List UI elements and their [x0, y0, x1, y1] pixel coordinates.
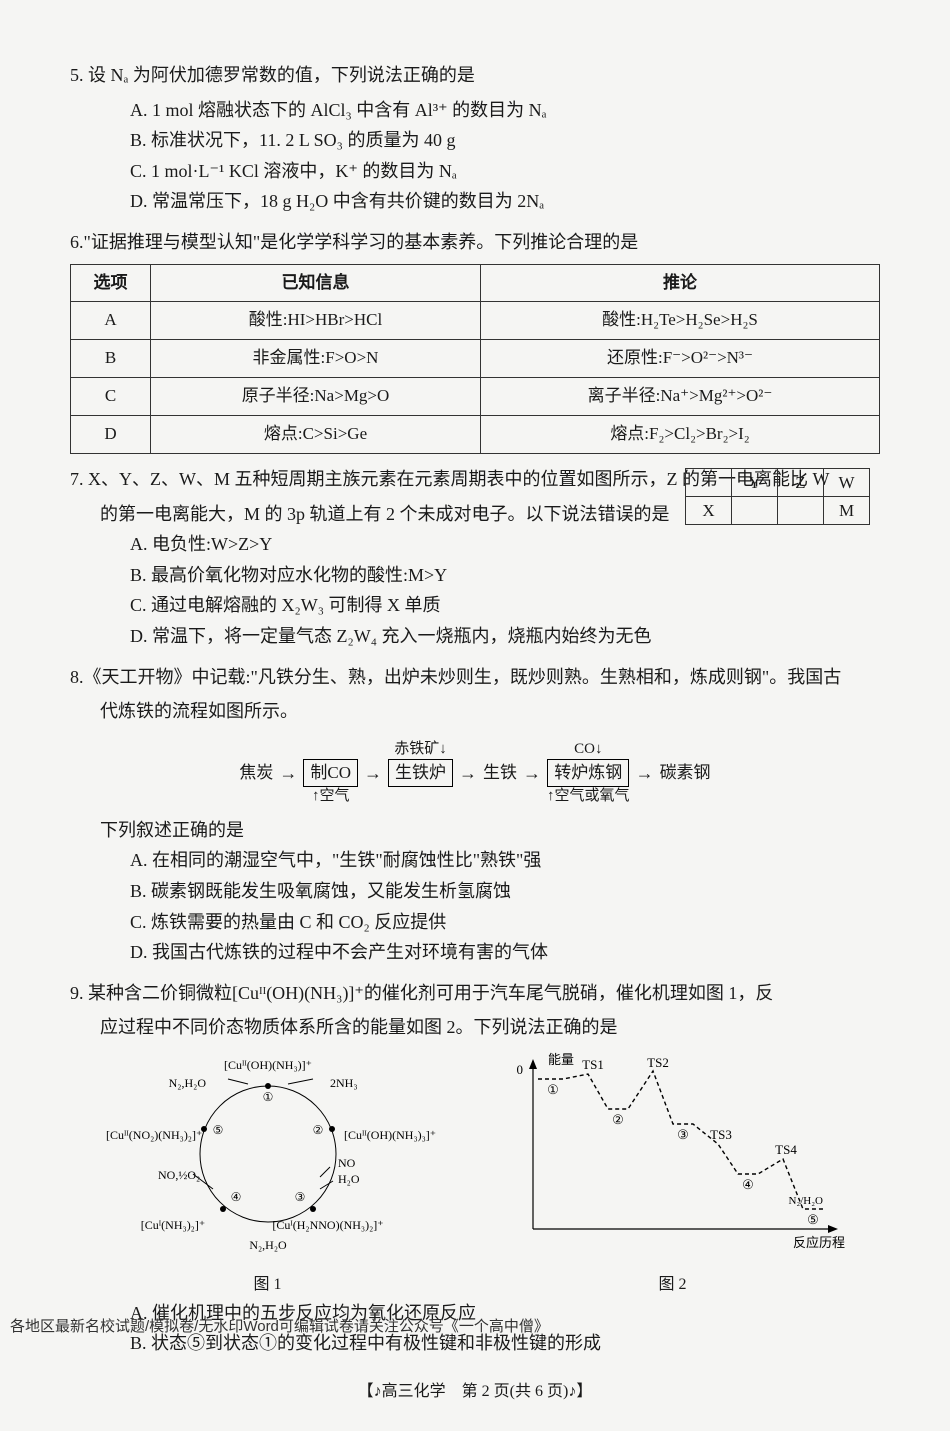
svg-text:③: ③ [294, 1190, 305, 1204]
q8-stem2: 代炼铁的流程如图所示。 [70, 696, 880, 727]
svg-text:⑤: ⑤ [212, 1123, 223, 1137]
svg-text:0: 0 [516, 1062, 523, 1077]
periodic-grid: Y Z W X M [685, 468, 870, 525]
svg-text:N₂,H₂O: N₂,H₂O [249, 1238, 287, 1252]
q8-stem: 8.《天工开物》中记载:"凡铁分生、熟，出炉未炒则生，既炒则熟。生熟相和，炼成则… [70, 662, 880, 693]
svg-text:②: ② [612, 1112, 624, 1127]
svg-text:H₂O: H₂O [338, 1172, 360, 1186]
table-row: B 非金属性:F>O>N 还原性:F⁻>O²⁻>N³⁻ [71, 340, 880, 378]
figure-1: ① ② ③ ④ ⑤ [Cuᴵᴵ(OH)(NH₃)]⁺ N₂,H₂O 2NH₃ [… [98, 1049, 438, 1298]
arrow-icon: → [459, 758, 477, 789]
q5-option-b: B. 标准状况下，11. 2 L SO₃ 的质量为 40 g [70, 125, 880, 156]
svg-text:TS2: TS2 [647, 1055, 669, 1070]
q8-lead: 下列叙述正确的是 [70, 815, 880, 846]
svg-text:①: ① [547, 1082, 559, 1097]
arrow-icon: → [364, 758, 382, 789]
q8-option-b: B. 碳素钢既能发生吸氧腐蚀，又能发生析氢腐蚀 [70, 876, 880, 907]
svg-text:N₂/H₂O: N₂/H₂O [788, 1195, 823, 1207]
q8-option-a: A. 在相同的潮湿空气中，"生铁"耐腐蚀性比"熟铁"强 [70, 845, 880, 876]
page-footer: 【♪高三化学 第 2 页(共 6 页)♪】 [70, 1377, 880, 1401]
svg-text:TS4: TS4 [775, 1142, 797, 1157]
q5-stem: 5. 设 Nₐ 为阿伏加德罗常数的值，下列说法正确的是 [70, 60, 880, 91]
q7-option-c: C. 通过电解熔融的 X₂W₃ 可制得 X 单质 [70, 590, 880, 621]
q6-th-0: 选项 [71, 264, 151, 302]
svg-text:[Cuᴵ(NH₃)₂]⁺: [Cuᴵ(NH₃)₂]⁺ [140, 1218, 204, 1232]
question-9: 9. 某种含二价铜微粒[Cuᴵᴵ(OH)(NH₃)]⁺的催化剂可用于汽车尾气脱硝… [70, 978, 880, 1359]
arrow-icon: → [636, 758, 654, 789]
figure-2: 0 能量 反应历程 ① ② ③ ④ ⑤ TS1 TS2 [493, 1049, 853, 1298]
q5-option-c: C. 1 mol·L⁻¹ KCl 溶液中，K⁺ 的数目为 Nₐ [70, 156, 880, 187]
fig2-caption: 图 2 [493, 1271, 853, 1298]
svg-text:②: ② [312, 1123, 323, 1137]
fig1-caption: 图 1 [98, 1271, 438, 1298]
svg-text:[Cuᴵ(H₂NNO)(NH₃)₂]⁺: [Cuᴵ(H₂NNO)(NH₃)₂]⁺ [272, 1218, 383, 1232]
q6-th-1: 已知信息 [151, 264, 481, 302]
q8-flow-diagram: 焦炭 → 制CO ↑空气 → 赤铁矿↓ 生铁炉 → 生铁 → [70, 735, 880, 807]
svg-text:③: ③ [677, 1127, 689, 1142]
q8-option-d: D. 我国古代炼铁的过程中不会产生对环境有害的气体 [70, 937, 880, 968]
question-8: 8.《天工开物》中记载:"凡铁分生、熟，出炉未炒则生，既炒则熟。生熟相和，炼成则… [70, 662, 880, 968]
svg-text:①: ① [262, 1090, 273, 1104]
q9-stem: 9. 某种含二价铜微粒[Cuᴵᴵ(OH)(NH₃)]⁺的催化剂可用于汽车尾气脱硝… [70, 978, 880, 1009]
watermark-note: 各地区最新名校试题/模拟卷/无水印Word可编辑试卷请关注公众号《一个高中僧》 [10, 1315, 549, 1336]
q9-stem2: 应过程中不同价态物质体系所含的能量如图 2。下列说法正确的是 [70, 1012, 880, 1043]
q7-option-a: A. 电负性:W>Z>Y [70, 529, 880, 560]
q7-option-d: D. 常温下，将一定量气态 Z₂W₄ 充入一烧瓶内，烧瓶内始终为无色 [70, 621, 880, 652]
svg-text:④: ④ [230, 1190, 241, 1204]
svg-text:N₂,H₂O: N₂,H₂O [168, 1076, 206, 1090]
table-row: D 熔点:C>Si>Ge 熔点:F₂>Cl₂>Br₂>I₂ [71, 416, 880, 454]
svg-text:2NH₃: 2NH₃ [330, 1076, 358, 1090]
q8-option-c: C. 炼铁需要的热量由 C 和 CO₂ 反应提供 [70, 907, 880, 938]
q5-option-a: A. 1 mol 熔融状态下的 AlCl₃ 中含有 Al³⁺ 的数目为 Nₐ [70, 95, 880, 126]
table-row: C 原子半径:Na>Mg>O 离子半径:Na⁺>Mg²⁺>O²⁻ [71, 378, 880, 416]
svg-text:反应历程: 反应历程 [793, 1235, 845, 1250]
q6-th-2: 推论 [481, 264, 880, 302]
q7-option-b: B. 最高价氧化物对应水化物的酸性:M>Y [70, 560, 880, 591]
svg-text:[Cuᴵᴵ(NO₂)(NH₃)₂]⁺: [Cuᴵᴵ(NO₂)(NH₃)₂]⁺ [106, 1128, 202, 1142]
question-5: 5. 设 Nₐ 为阿伏加德罗常数的值，下列说法正确的是 A. 1 mol 熔融状… [70, 60, 880, 217]
svg-text:[Cuᴵᴵ(OH)(NH₃)₃]⁺: [Cuᴵᴵ(OH)(NH₃)₃]⁺ [344, 1128, 436, 1142]
svg-text:TS3: TS3 [710, 1127, 732, 1142]
svg-text:⑤: ⑤ [807, 1212, 819, 1227]
svg-text:[Cuᴵᴵ(OH)(NH₃)]⁺: [Cuᴵᴵ(OH)(NH₃)]⁺ [224, 1058, 312, 1072]
svg-text:NO: NO [338, 1156, 356, 1170]
q6-stem: 6."证据推理与模型认知"是化学学科学习的基本素养。下列推论合理的是 [70, 227, 880, 258]
svg-text:能量: 能量 [548, 1052, 574, 1067]
q6-table: 选项 已知信息 推论 A 酸性:HI>HBr>HCl 酸性:H₂Te>H₂Se>… [70, 264, 880, 454]
question-6: 6."证据推理与模型认知"是化学学科学习的基本素养。下列推论合理的是 选项 已知… [70, 227, 880, 454]
q5-option-d: D. 常温常压下，18 g H₂O 中含有共价键的数目为 2Nₐ [70, 186, 880, 217]
arrow-icon: → [279, 758, 297, 789]
svg-text:④: ④ [742, 1177, 754, 1192]
arrow-icon: → [523, 758, 541, 789]
svg-text:TS1: TS1 [582, 1057, 604, 1072]
table-row: A 酸性:HI>HBr>HCl 酸性:H₂Te>H₂Se>H₂S [71, 302, 880, 340]
